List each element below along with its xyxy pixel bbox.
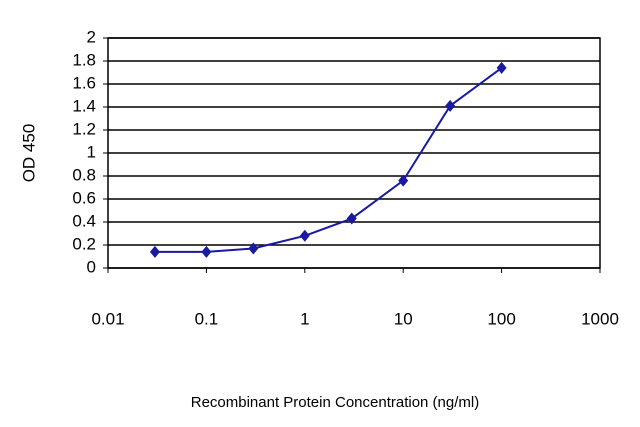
data-point bbox=[201, 245, 212, 258]
y-tick-label: 1.4 bbox=[72, 96, 96, 115]
x-tick-label: 1000 bbox=[581, 309, 619, 328]
y-tick-label: 1 bbox=[87, 142, 96, 161]
data-point bbox=[445, 99, 456, 112]
data-point bbox=[248, 242, 259, 255]
y-axis-label: OD 450 bbox=[19, 124, 38, 183]
x-tick-label: 10 bbox=[394, 309, 413, 328]
data-point bbox=[149, 245, 160, 258]
y-tick-label: 2 bbox=[87, 27, 96, 46]
y-tick-label: 0 bbox=[87, 257, 96, 276]
data-point bbox=[398, 174, 409, 187]
y-tick-label: 1.6 bbox=[72, 73, 96, 92]
data-line bbox=[154, 67, 503, 253]
data-point bbox=[496, 61, 507, 74]
x-tick-label: 1 bbox=[300, 309, 309, 328]
y-tick-label: 0.8 bbox=[72, 165, 96, 184]
y-tick-label: 1.8 bbox=[72, 50, 96, 69]
x-tick-label: 0.01 bbox=[91, 309, 124, 328]
y-tick-label: 0.2 bbox=[72, 234, 96, 253]
x-tick-label: 100 bbox=[487, 309, 515, 328]
y-tick-label: 0.4 bbox=[72, 211, 96, 230]
x-axis-label: Recombinant Protein Concentration (ng/ml… bbox=[191, 394, 479, 411]
x-tick-label: 0.1 bbox=[195, 309, 219, 328]
data-point bbox=[299, 229, 310, 242]
y-tick-label: 0.6 bbox=[72, 188, 96, 207]
data-point bbox=[346, 212, 357, 225]
y-tick-label: 1.2 bbox=[72, 119, 96, 138]
